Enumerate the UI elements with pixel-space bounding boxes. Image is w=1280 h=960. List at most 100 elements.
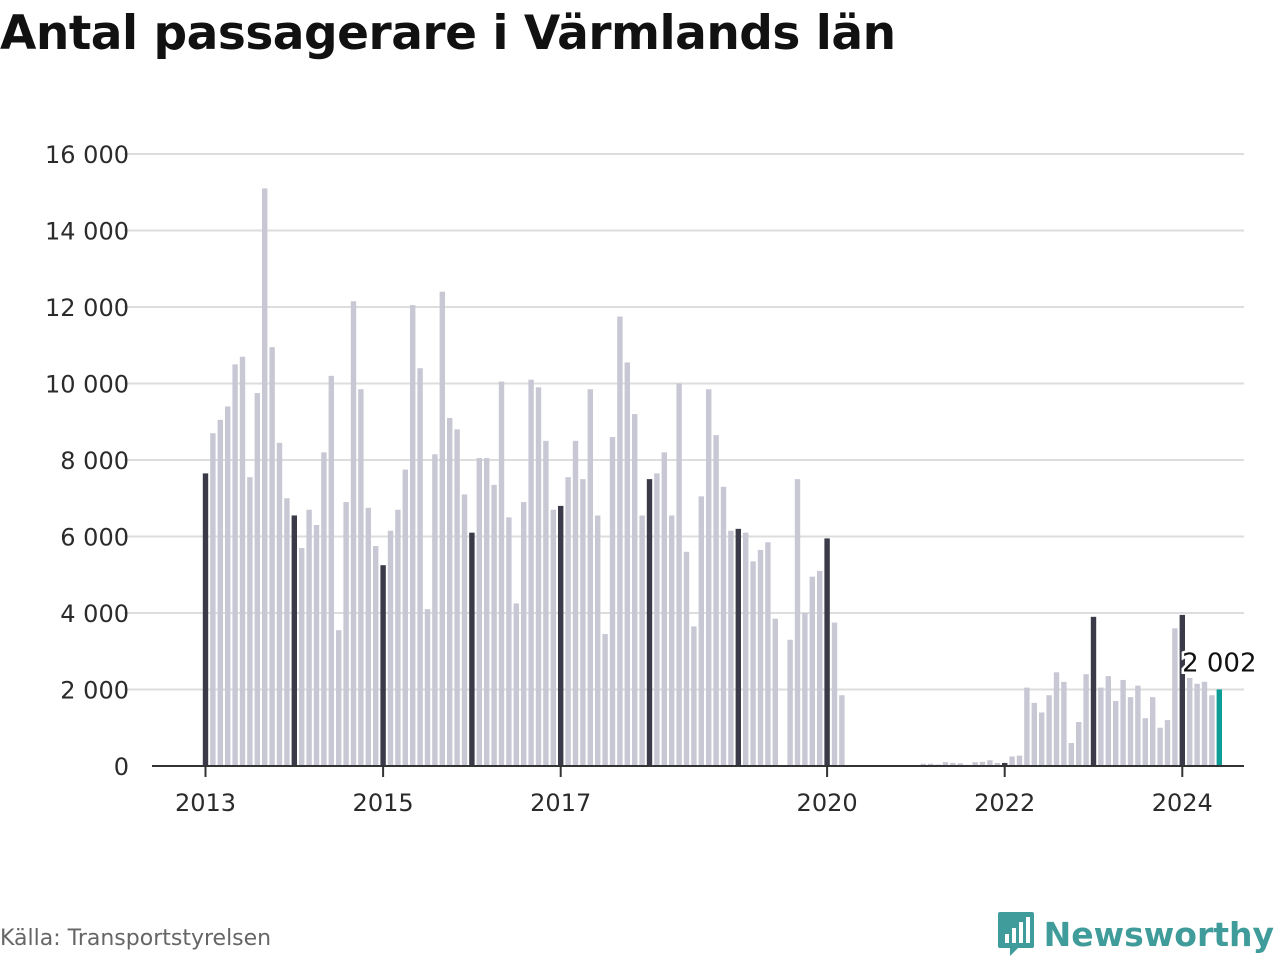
bar	[1157, 727, 1163, 766]
bar	[328, 375, 334, 766]
bar	[313, 525, 320, 766]
bar	[1127, 697, 1134, 766]
x-tick-label: 2013	[175, 789, 236, 817]
brand-name: Newsworthy	[1043, 914, 1274, 954]
bar	[609, 437, 616, 766]
bar	[1142, 718, 1148, 766]
y-tick-label: 16 000	[45, 141, 129, 169]
bar	[1120, 679, 1126, 766]
bar	[1164, 720, 1171, 766]
bar	[380, 565, 386, 766]
bar	[454, 429, 460, 766]
y-tick-label: 0	[114, 753, 129, 781]
bar	[1053, 672, 1060, 766]
bar	[757, 549, 764, 766]
bar	[587, 389, 593, 766]
bar	[1031, 702, 1037, 766]
bar	[321, 452, 327, 766]
bar	[299, 547, 305, 767]
bar	[713, 435, 719, 766]
bar	[210, 433, 216, 766]
bar	[276, 442, 283, 766]
bar	[1076, 722, 1082, 766]
bar	[424, 609, 431, 766]
bar	[1216, 689, 1222, 766]
bar	[1098, 687, 1104, 766]
source-note: Källa: Transportstyrelsen	[0, 926, 272, 951]
bar	[1201, 681, 1208, 766]
bar	[972, 762, 978, 766]
bar	[513, 603, 519, 766]
bar	[1179, 614, 1185, 766]
bar	[1016, 755, 1023, 766]
bar	[476, 458, 482, 766]
bar	[1209, 695, 1215, 766]
y-tick-label: 6 000	[60, 524, 129, 552]
bar	[558, 505, 564, 766]
latest-value-label: 2 002	[1182, 648, 1256, 678]
bar	[247, 477, 253, 766]
y-tick-label: 8 000	[60, 447, 129, 475]
bar	[750, 561, 756, 766]
bar	[683, 551, 690, 766]
chart-title: Antal passagerare i Värmlands län	[0, 6, 896, 61]
bar	[772, 618, 778, 766]
bar	[824, 538, 830, 766]
bar	[728, 530, 734, 766]
y-tick-label: 2 000	[60, 677, 129, 705]
bar	[1135, 685, 1141, 766]
bar	[942, 762, 949, 766]
bar	[387, 530, 394, 766]
bars	[202, 188, 1222, 767]
bar	[987, 760, 993, 766]
bar	[839, 695, 845, 766]
annotation: 2 002	[1180, 646, 1259, 681]
bar	[365, 507, 371, 766]
bar	[373, 546, 379, 766]
bar	[831, 622, 838, 766]
bar	[1105, 676, 1111, 766]
x-axis	[152, 765, 1244, 777]
bar	[928, 763, 934, 766]
bar	[484, 458, 490, 766]
bar	[661, 452, 667, 766]
bar	[572, 440, 579, 767]
bar	[957, 763, 963, 766]
bar	[1009, 756, 1015, 766]
bar	[794, 479, 801, 767]
x-tick-label: 2024	[1152, 789, 1213, 817]
bar	[528, 379, 534, 766]
bar	[802, 613, 808, 766]
bar	[669, 515, 675, 766]
bar	[580, 479, 586, 767]
bar	[447, 417, 453, 766]
bar	[469, 532, 475, 766]
bar	[498, 381, 505, 766]
bar	[817, 570, 823, 766]
bar	[350, 301, 357, 766]
bar	[262, 188, 268, 766]
x-tick-label: 2015	[353, 789, 414, 817]
bar	[306, 509, 312, 766]
y-tick-label: 12 000	[45, 294, 129, 322]
bar	[1090, 616, 1097, 766]
bar	[706, 389, 712, 766]
bar	[979, 761, 986, 766]
bar	[358, 389, 364, 766]
bar	[654, 473, 660, 766]
bar	[461, 494, 468, 766]
bar	[1061, 681, 1067, 766]
bar	[1046, 695, 1052, 766]
bar	[1172, 628, 1178, 766]
bar	[624, 362, 630, 766]
bar	[202, 473, 209, 766]
bar	[646, 479, 653, 767]
bar	[639, 515, 645, 766]
bar	[809, 576, 815, 766]
bar	[950, 762, 956, 766]
x-axis-labels: 2013 2015 2017 2020 2022 2024	[175, 789, 1213, 817]
bar	[535, 387, 542, 766]
bar	[506, 517, 512, 767]
bar	[1083, 674, 1089, 766]
